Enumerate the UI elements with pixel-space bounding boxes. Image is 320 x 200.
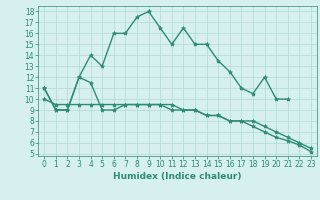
X-axis label: Humidex (Indice chaleur): Humidex (Indice chaleur) — [113, 172, 242, 181]
